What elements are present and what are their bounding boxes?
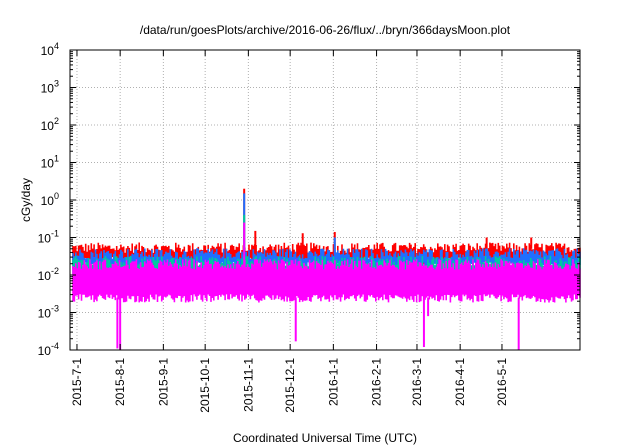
series-3 <box>72 222 581 350</box>
chart-title: /data/run/goesPlots/archive/2016-06-26/f… <box>140 23 511 37</box>
y-tick-label: 10-3 <box>38 304 59 321</box>
y-tick-label: 100 <box>41 191 59 208</box>
grid-lines <box>70 50 580 350</box>
y-tick-exponent: 3 <box>54 79 59 89</box>
y-tick-base: 10 <box>41 157 55 171</box>
y-tick-label: 10-4 <box>38 341 59 358</box>
y-tick-base: 10 <box>41 82 55 96</box>
x-tick-label: 2015-10-1 <box>198 358 212 413</box>
y-tick-base: 10 <box>41 194 55 208</box>
x-tick-label: 2015-8-1 <box>113 358 127 406</box>
y-tick-base: 10 <box>41 44 55 58</box>
y-tick-exponent: -4 <box>51 341 59 351</box>
y-tick-base: 10 <box>38 232 52 246</box>
y-tick-base: 10 <box>38 269 52 283</box>
y-tick-exponent: 4 <box>54 41 59 51</box>
x-tick-label: 2016-1-1 <box>326 358 340 406</box>
x-axis: 2015-7-1 2015-8-1 2015-9-1 2015-10-1 2015-11… <box>70 50 509 413</box>
y-tick-exponent: 0 <box>54 191 59 201</box>
y-tick-base: 10 <box>41 119 55 133</box>
y-tick-label: 101 <box>41 154 59 171</box>
y-tick-label: 10-1 <box>38 229 59 246</box>
x-tick-label: 2015-12-1 <box>283 358 297 413</box>
y-tick-label: 104 <box>41 41 59 58</box>
x-tick-label: 2016-4-1 <box>453 358 467 406</box>
x-tick-label: 2016-5-1 <box>495 358 509 406</box>
y-tick-label: 102 <box>41 116 59 133</box>
y-tick-exponent: 2 <box>54 116 59 126</box>
x-tick-label: 2016-2-1 <box>370 358 384 406</box>
x-tick-label: 2016-3-1 <box>410 358 424 406</box>
x-tick-label: 2015-11-1 <box>241 358 255 412</box>
y-tick-exponent: -2 <box>51 266 59 276</box>
series-0 <box>72 188 581 265</box>
x-axis-label: Coordinated Universal Time (UTC) <box>233 431 417 445</box>
y-tick-label: 10-2 <box>38 266 59 283</box>
series-layer <box>72 188 581 350</box>
x-tick-label: 2015-9-1 <box>156 358 170 406</box>
y-tick-label: 103 <box>41 79 59 96</box>
y-tick-base: 10 <box>38 307 52 321</box>
y-tick-base: 10 <box>38 344 52 358</box>
y-tick-exponent: 1 <box>54 154 59 164</box>
y-axis-label: cGy/day <box>19 178 33 222</box>
x-tick-label: 2015-7-1 <box>70 358 84 406</box>
y-tick-exponent: -1 <box>51 229 59 239</box>
y-tick-exponent: -3 <box>51 304 59 314</box>
